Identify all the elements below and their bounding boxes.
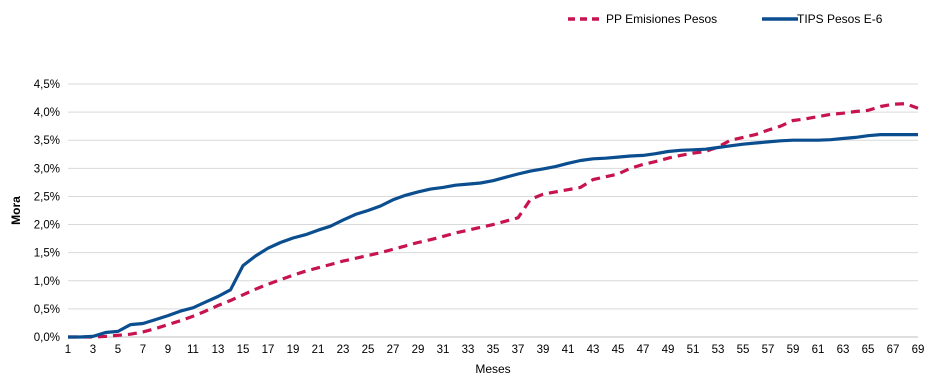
x-tick-label: 31 (437, 344, 450, 356)
x-tick-label: 65 (862, 344, 875, 356)
x-axis-title: Meses (475, 362, 510, 376)
x-tick-label: 51 (687, 344, 700, 356)
x-tick-label: 23 (337, 344, 350, 356)
x-tick-label: 37 (512, 344, 525, 356)
x-tick-label: 25 (362, 344, 375, 356)
x-tick-label: 9 (165, 344, 171, 356)
x-tick-label: 63 (837, 344, 850, 356)
y-tick-label: 2,0% (34, 220, 60, 232)
x-tick-label: 15 (237, 344, 250, 356)
y-tick-label: 1,5% (34, 248, 60, 260)
x-tick-label: 33 (462, 344, 475, 356)
y-tick-label: 2,5% (34, 191, 60, 203)
x-tick-label: 45 (612, 344, 625, 356)
x-tick-label: 69 (912, 344, 925, 356)
x-tick-label: 49 (662, 344, 675, 356)
x-tick-label: 11 (187, 344, 199, 356)
x-tick-label: 29 (412, 344, 425, 356)
x-tick-label: 21 (312, 344, 325, 356)
x-tick-label: 41 (562, 344, 575, 356)
x-tick-label: 19 (287, 344, 300, 356)
y-tick-label: 4,0% (34, 107, 60, 119)
gridlines (68, 83, 918, 310)
x-tick-label: 39 (537, 344, 550, 356)
series-line-pp-emisiones-pesos (68, 102, 919, 339)
y-tick-label: 1,0% (34, 276, 60, 288)
y-tick-label: 0,0% (34, 332, 60, 344)
x-tick-label: 59 (787, 344, 800, 356)
series-line-tips-pesos-e6 (68, 133, 918, 339)
x-tick-label: 57 (762, 344, 775, 356)
x-tick-label: 61 (812, 344, 825, 356)
y-tick-label: 0,5% (34, 304, 60, 316)
x-tick-label: 13 (212, 344, 225, 356)
y-axis-title: Mora (9, 196, 23, 225)
x-tick-label: 53 (712, 344, 725, 356)
x-tick-label: 5 (115, 344, 121, 356)
x-tick-label: 47 (637, 344, 650, 356)
x-axis-ticks: 1 3 5 7 9 11 13 15 17 19 21 23 25 27 29 31 33 35 37 39 41 43 4… (65, 344, 925, 356)
legend: PP Emisiones Pesos TIPS Pesos E-6 (568, 12, 883, 26)
y-axis-ticks: 0,0% 0,5% 1,0% 1,5% 2,0% 2,5% 3,0% 3,5% 4,0% 4,5% (34, 79, 60, 344)
x-tick-label: 35 (487, 344, 500, 356)
legend-label-pp: PP Emisiones Pesos (606, 12, 717, 26)
y-tick-label: 3,5% (34, 135, 60, 147)
x-tick-label: 3 (90, 344, 96, 356)
x-tick-label: 43 (587, 344, 600, 356)
legend-label-tips: TIPS Pesos E-6 (797, 12, 883, 26)
x-tick-label: 67 (887, 344, 900, 356)
x-tick-label: 55 (737, 344, 750, 356)
y-tick-label: 4,5% (34, 79, 60, 91)
x-tick-label: 1 (65, 344, 71, 356)
x-tick-label: 17 (262, 344, 275, 356)
series-lines (68, 102, 919, 339)
x-tick-label: 7 (140, 344, 146, 356)
y-tick-label: 3,0% (34, 163, 60, 175)
x-tick-label: 27 (387, 344, 400, 356)
